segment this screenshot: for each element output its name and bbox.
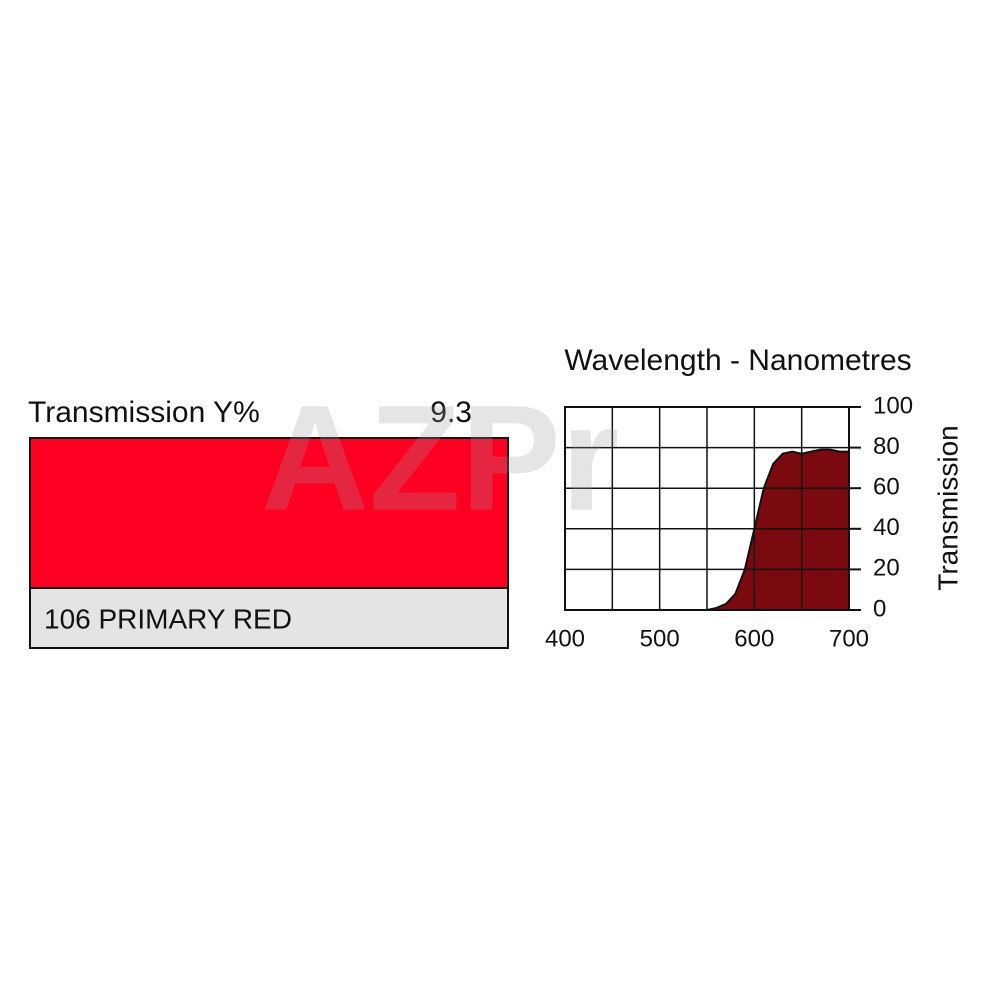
y-tick-label: 100 [873,392,913,419]
x-tick-label: 700 [829,625,869,652]
y-tick-label: 40 [873,514,900,541]
x-tick-label: 400 [545,625,585,652]
y-tick-label: 20 [873,555,900,582]
x-tick-label: 500 [640,625,680,652]
swatch-value: 9.3 [430,396,472,429]
y-axis-label: Transmission [932,425,963,590]
swatch-color [29,437,509,589]
swatch-name: 106 PRIMARY RED [44,603,292,634]
plot-frame [564,406,850,611]
y-tick-label: 80 [873,433,900,460]
watermark: AZPr [261,374,619,542]
swatch-label: Transmission Y% [28,396,260,429]
chart-title: Wavelength - Nanometres [564,344,911,377]
y-tick-label: 60 [873,474,900,501]
x-tick-label: 600 [734,625,774,652]
swatch-name-box [29,587,509,649]
y-tick-label: 0 [873,595,886,622]
